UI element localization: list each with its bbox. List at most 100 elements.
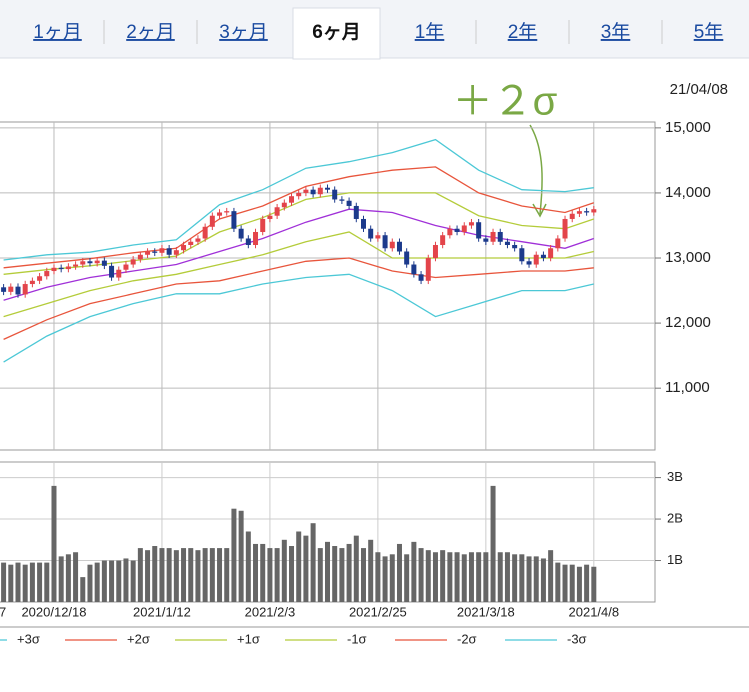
volume-bar	[8, 564, 14, 602]
annotation-arrow	[529, 124, 543, 215]
candle-body	[591, 209, 597, 213]
tab[interactable]: 3年	[601, 21, 631, 43]
tab[interactable]: 2年	[508, 21, 538, 43]
volume-bar	[375, 552, 381, 602]
volume-bar	[116, 560, 122, 602]
legend-label: +1σ	[237, 631, 260, 646]
volume-bar	[346, 543, 352, 602]
candle-body	[504, 241, 510, 245]
candle-body	[519, 248, 525, 262]
candle-body	[310, 189, 316, 195]
volume-bar	[181, 548, 187, 602]
tab[interactable]: 1年	[415, 21, 445, 43]
x-tick-label: 2020/12/18	[21, 604, 86, 619]
tab[interactable]: 2ヶ月	[126, 22, 175, 43]
candle-body	[584, 211, 590, 213]
candle-body	[44, 271, 50, 277]
volume-bar	[159, 548, 165, 602]
volume-bar	[411, 541, 417, 602]
volume-bar	[533, 556, 539, 602]
volume-bar	[368, 539, 374, 602]
band-line	[3, 257, 594, 340]
candle-body	[217, 212, 223, 216]
candle-body	[360, 218, 366, 229]
volume-bar	[217, 548, 223, 602]
volume-bar	[94, 562, 100, 602]
tab[interactable]: 6ヶ月	[312, 22, 361, 43]
volume-bar	[325, 541, 330, 602]
volume-bar	[101, 560, 107, 602]
candle-body	[468, 222, 474, 226]
volume-bar	[238, 510, 244, 602]
candle-body	[231, 211, 237, 229]
tab[interactable]: 5年	[694, 21, 724, 43]
candle-body	[548, 248, 554, 259]
candle-body	[303, 189, 309, 193]
volume-bar	[253, 543, 259, 602]
volume-bar	[58, 556, 64, 602]
tabs: 1ヶ月 2ヶ月 3ヶ月 6ヶ月 1年 2年 3年 5年	[33, 7, 724, 60]
volume-bar	[173, 550, 179, 602]
volume-bar	[389, 554, 395, 602]
volume-bar	[231, 508, 237, 602]
volume-bar	[260, 543, 266, 602]
candle-body	[418, 274, 424, 281]
band-line	[3, 138, 594, 261]
tab[interactable]: 1ヶ月	[33, 22, 82, 43]
volume-bar	[332, 546, 338, 602]
y-tick-label: 13,000	[665, 249, 711, 266]
volume-bar	[130, 560, 136, 602]
volume-bar	[504, 552, 510, 602]
y-tick-label: 15,000	[665, 119, 711, 136]
candle-body	[274, 207, 280, 216]
volume-bar	[80, 577, 86, 602]
volume-chart: 3B 2B 1B 2020/12/18 2021/1/12 2021/2/3 2021/2/…	[0, 461, 683, 619]
volume-bar	[289, 546, 295, 602]
x-tick-label: 2021/2/3	[245, 604, 296, 619]
candle-body	[245, 238, 251, 245]
volume-bar	[1, 562, 7, 602]
volume-bar	[145, 550, 151, 602]
volume-bar	[483, 552, 489, 602]
active-tab	[292, 7, 381, 60]
candle-body	[368, 228, 374, 239]
volume-bar	[396, 543, 402, 602]
y-tick-label: 14,000	[665, 184, 711, 201]
candle-body	[375, 235, 381, 239]
x-tick-label: 2021/2/25	[349, 604, 407, 619]
tab[interactable]: 3ヶ月	[219, 22, 268, 43]
volume-bar	[562, 564, 568, 602]
volume-bar	[440, 550, 446, 602]
candle-body	[526, 261, 532, 265]
volume-bar	[468, 552, 474, 602]
candle-body	[238, 228, 244, 239]
candle-body	[181, 245, 187, 251]
volume-bar	[360, 548, 366, 602]
candle-body	[22, 284, 28, 295]
candle-body	[396, 241, 402, 252]
annotation: ＋２σ	[453, 80, 558, 124]
candle-body	[29, 280, 35, 285]
plot-frame	[0, 121, 656, 451]
volume-bar	[202, 548, 208, 602]
candle-body	[569, 213, 575, 219]
volume-bar	[37, 562, 43, 602]
volume-bar	[224, 548, 230, 602]
candle-body	[281, 202, 287, 208]
volume-bar	[569, 564, 575, 602]
volume-bar	[519, 554, 525, 602]
volume-bar	[303, 535, 309, 602]
legend-label: -2σ	[457, 631, 477, 646]
volume-bar	[209, 548, 215, 602]
candle-body	[58, 267, 64, 270]
volume-bar	[22, 564, 28, 602]
volume-bar	[353, 535, 359, 602]
candle-body	[533, 254, 539, 265]
volume-bar	[382, 556, 388, 602]
volume-bar	[296, 531, 302, 602]
candle-body	[65, 266, 71, 270]
volume-bar	[267, 548, 273, 602]
candle-body	[51, 267, 57, 272]
candle-body	[289, 196, 295, 203]
volume-bar	[526, 556, 532, 602]
